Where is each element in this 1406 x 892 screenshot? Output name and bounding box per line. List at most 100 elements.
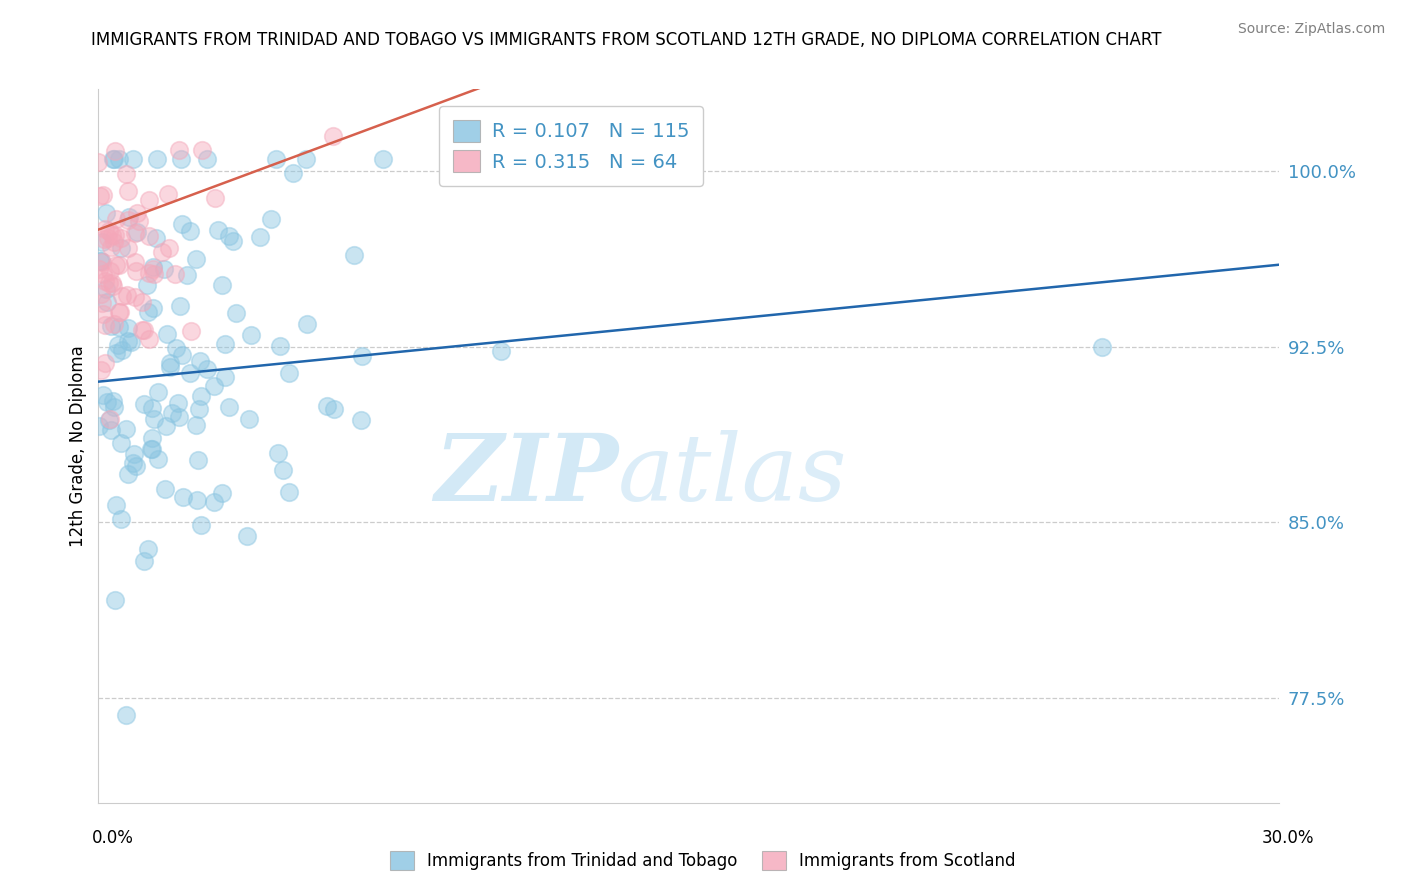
Point [179,366,201,380]
Point [190,389,212,403]
Point [94,221,117,235]
Point [89,189,111,203]
Point [120,334,142,349]
Point [89,253,111,268]
Point [111,343,134,358]
Point [97,231,120,245]
Point [138,228,160,243]
Point [96,206,118,220]
Point [218,229,240,244]
Point [107,305,129,319]
Point [141,401,163,416]
Point [104,227,127,242]
Point [117,184,139,198]
Point [162,406,184,420]
Point [159,359,181,374]
Text: Source: ZipAtlas.com: Source: ZipAtlas.com [1237,22,1385,37]
Point [131,323,153,337]
Point [104,498,127,512]
Point [91,187,114,202]
Point [186,418,208,433]
Point [153,482,176,496]
Point [136,541,159,556]
Point [373,153,395,167]
Point [134,554,156,568]
Point [125,264,148,278]
Point [87,155,110,169]
Point [350,349,373,363]
Point [184,252,207,266]
Point [195,153,218,167]
Point [260,211,283,226]
Point [146,153,169,167]
Point [93,232,115,246]
Point [176,268,198,283]
Point [93,307,115,321]
Point [187,402,209,417]
Point [214,336,236,351]
Point [271,462,294,476]
Point [125,206,148,220]
Point [98,264,121,278]
Point [167,144,190,158]
Point [180,324,202,338]
Point [124,290,146,304]
Point [157,241,180,255]
Point [188,353,211,368]
Point [131,295,153,310]
Point [100,423,122,437]
Point [104,593,127,607]
Point [110,435,132,450]
Point [278,366,301,380]
Point [103,153,125,167]
Point [169,299,191,313]
Point [141,431,163,445]
Point [105,346,128,360]
Point [146,384,169,399]
Point [98,413,121,427]
Point [107,319,129,334]
Point [110,512,132,526]
Point [142,260,165,274]
Point [135,277,157,292]
Point [316,400,339,414]
Point [121,456,143,470]
Point [117,334,139,349]
Point [218,400,240,414]
Point [124,255,146,269]
Point [138,266,160,280]
Point [202,378,225,392]
Point [87,418,110,433]
Point [214,370,236,384]
Point [100,319,122,334]
Point [297,317,319,331]
Point [107,337,129,351]
Point [156,186,179,201]
Point [142,268,165,282]
Point [94,356,117,370]
Point [94,282,117,296]
Point [204,191,226,205]
Text: ZIP: ZIP [434,430,619,519]
Point [117,241,139,255]
Point [111,289,134,303]
Point [141,442,163,456]
Point [141,442,163,456]
Point [121,153,143,167]
Point [155,418,177,433]
Point [249,230,271,244]
Point [207,223,229,237]
Point [105,211,128,226]
Point [170,153,193,167]
Point [350,412,373,426]
Point [169,410,191,425]
Point [101,153,124,167]
Point [124,447,146,461]
Point [91,388,114,402]
Point [104,144,127,158]
Point [225,306,247,320]
Legend: R = 0.107   N = 115, R = 0.315   N = 64: R = 0.107 N = 115, R = 0.315 N = 64 [439,106,703,186]
Point [277,485,299,500]
Point [90,286,112,301]
Point [110,231,132,245]
